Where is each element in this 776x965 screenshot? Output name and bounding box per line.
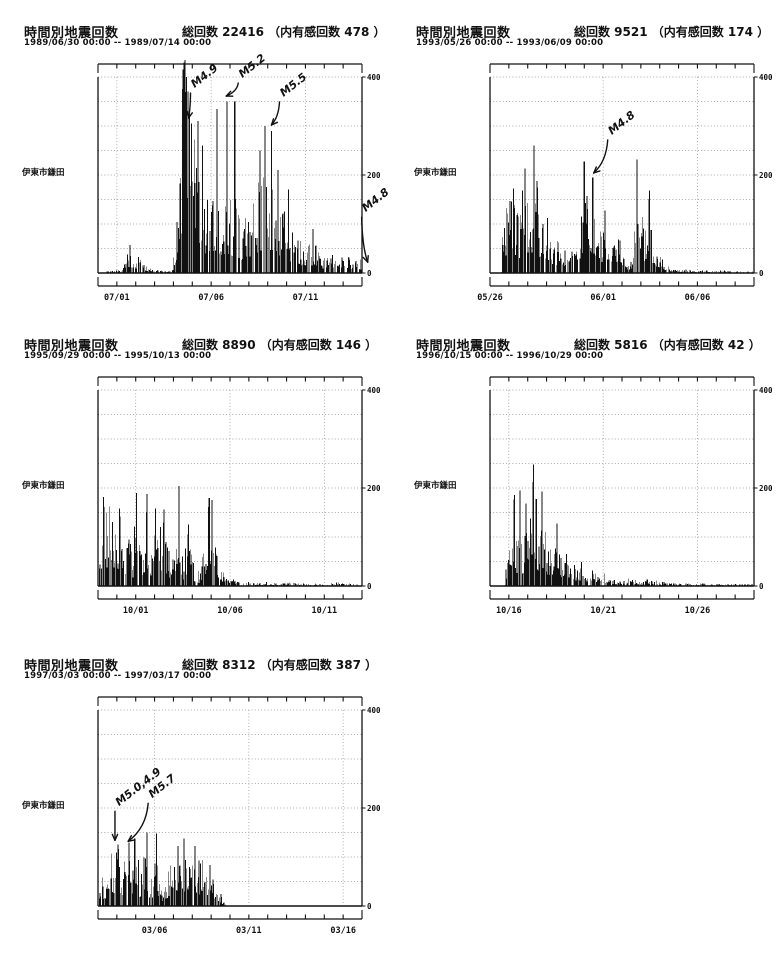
svg-text:400: 400 <box>367 73 381 82</box>
chart-period: 1995/09/29 00:00 -- 1995/10/13 00:00 <box>24 351 212 361</box>
chart-total-felt-counts: 総回数 8312 （内有感回数 387 ） <box>182 658 378 672</box>
station-label: 伊東市鎌田 <box>22 168 65 178</box>
svg-text:400: 400 <box>367 706 381 715</box>
svg-text:M4.8: M4.8 <box>606 108 638 137</box>
svg-text:05/26: 05/26 <box>477 293 503 303</box>
station-label: 伊東市鎌田 <box>414 168 457 178</box>
svg-text:200: 200 <box>367 171 381 180</box>
seismic-chart-1989: 時間別地震回数 総回数 22416 （内有感回数 478 ） 1989/06/3… <box>8 20 398 320</box>
svg-text:10/26: 10/26 <box>685 606 711 616</box>
svg-text:200: 200 <box>367 804 381 813</box>
chart-total-felt-counts: 総回数 8890 （内有感回数 146 ） <box>182 338 378 352</box>
svg-text:07/06: 07/06 <box>198 293 224 303</box>
hourly-count-plot: 400 200 0 10/01 10/06 10/11 <box>97 376 381 616</box>
station-label: 伊東市鎌田 <box>22 801 65 811</box>
chart-title: 時間別地震回数 <box>416 339 511 354</box>
station-label: 伊東市鎌田 <box>414 481 457 491</box>
svg-text:M4.9: M4.9 <box>188 61 220 90</box>
chart-total-felt-counts: 総回数 5816 （内有感回数 42 ） <box>574 338 761 352</box>
svg-text:10/16: 10/16 <box>496 606 522 616</box>
chart-total-felt-counts: 総回数 22416 （内有感回数 478 ） <box>182 25 386 39</box>
svg-text:03/11: 03/11 <box>236 926 262 936</box>
seismic-chart-1995: 時間別地震回数 総回数 8890 （内有感回数 146 ） 1995/09/29… <box>8 333 398 633</box>
svg-text:200: 200 <box>759 171 773 180</box>
chart-total-felt-counts: 総回数 9521 （内有感回数 174 ） <box>574 25 770 39</box>
svg-text:400: 400 <box>367 386 381 395</box>
hourly-count-plot: 400 200 0 07/01 07/06 07/11 M4.9 M5.2 M5.5 M4.8 <box>97 51 392 303</box>
svg-text:07/01: 07/01 <box>104 293 130 303</box>
chart-period: 1993/05/26 00:00 -- 1993/06/09 00:00 <box>416 38 604 48</box>
chart-title: 時間別地震回数 <box>416 26 511 41</box>
svg-text:10/06: 10/06 <box>217 606 243 616</box>
hourly-count-plot: 400 200 0 05/26 06/01 06/06 M4.8 <box>477 63 773 303</box>
svg-text:06/06: 06/06 <box>685 293 711 303</box>
svg-text:M5.5: M5.5 <box>277 70 309 99</box>
hourly-count-plot: 400 200 0 10/16 10/21 10/26 <box>489 376 773 616</box>
svg-text:0: 0 <box>367 269 372 278</box>
seismic-chart-1996: 時間別地震回数 総回数 5816 （内有感回数 42 ） 1996/10/15 … <box>400 333 776 633</box>
svg-text:0: 0 <box>759 582 764 591</box>
svg-text:0: 0 <box>367 902 372 911</box>
svg-text:07/11: 07/11 <box>293 293 319 303</box>
svg-text:0: 0 <box>759 269 764 278</box>
chart-title: 時間別地震回数 <box>24 659 119 674</box>
svg-text:M4.8: M4.8 <box>360 185 392 214</box>
chart-title: 時間別地震回数 <box>24 26 119 41</box>
seismic-chart-1993: 時間別地震回数 総回数 9521 （内有感回数 174 ） 1993/05/26… <box>400 20 776 320</box>
svg-text:10/21: 10/21 <box>590 606 616 616</box>
chart-title: 時間別地震回数 <box>24 339 119 354</box>
station-label: 伊東市鎌田 <box>22 481 65 491</box>
svg-text:03/16: 03/16 <box>330 926 356 936</box>
svg-text:06/01: 06/01 <box>590 293 616 303</box>
svg-text:10/01: 10/01 <box>123 606 149 616</box>
svg-text:200: 200 <box>759 484 773 493</box>
svg-text:M5.2: M5.2 <box>236 51 268 80</box>
svg-text:400: 400 <box>759 73 773 82</box>
seismic-chart-1997: 時間別地震回数 総回数 8312 （内有感回数 387 ） 1997/03/03… <box>8 653 398 953</box>
svg-text:10/11: 10/11 <box>311 606 337 616</box>
svg-text:03/06: 03/06 <box>142 926 168 936</box>
chart-period: 1996/10/15 00:00 -- 1996/10/29 00:00 <box>416 351 604 361</box>
chart-period: 1997/03/03 00:00 -- 1997/03/17 00:00 <box>24 671 212 681</box>
chart-period: 1989/06/30 00:00 -- 1989/07/14 00:00 <box>24 38 212 48</box>
svg-text:400: 400 <box>759 386 773 395</box>
svg-text:200: 200 <box>367 484 381 493</box>
svg-text:0: 0 <box>367 582 372 591</box>
